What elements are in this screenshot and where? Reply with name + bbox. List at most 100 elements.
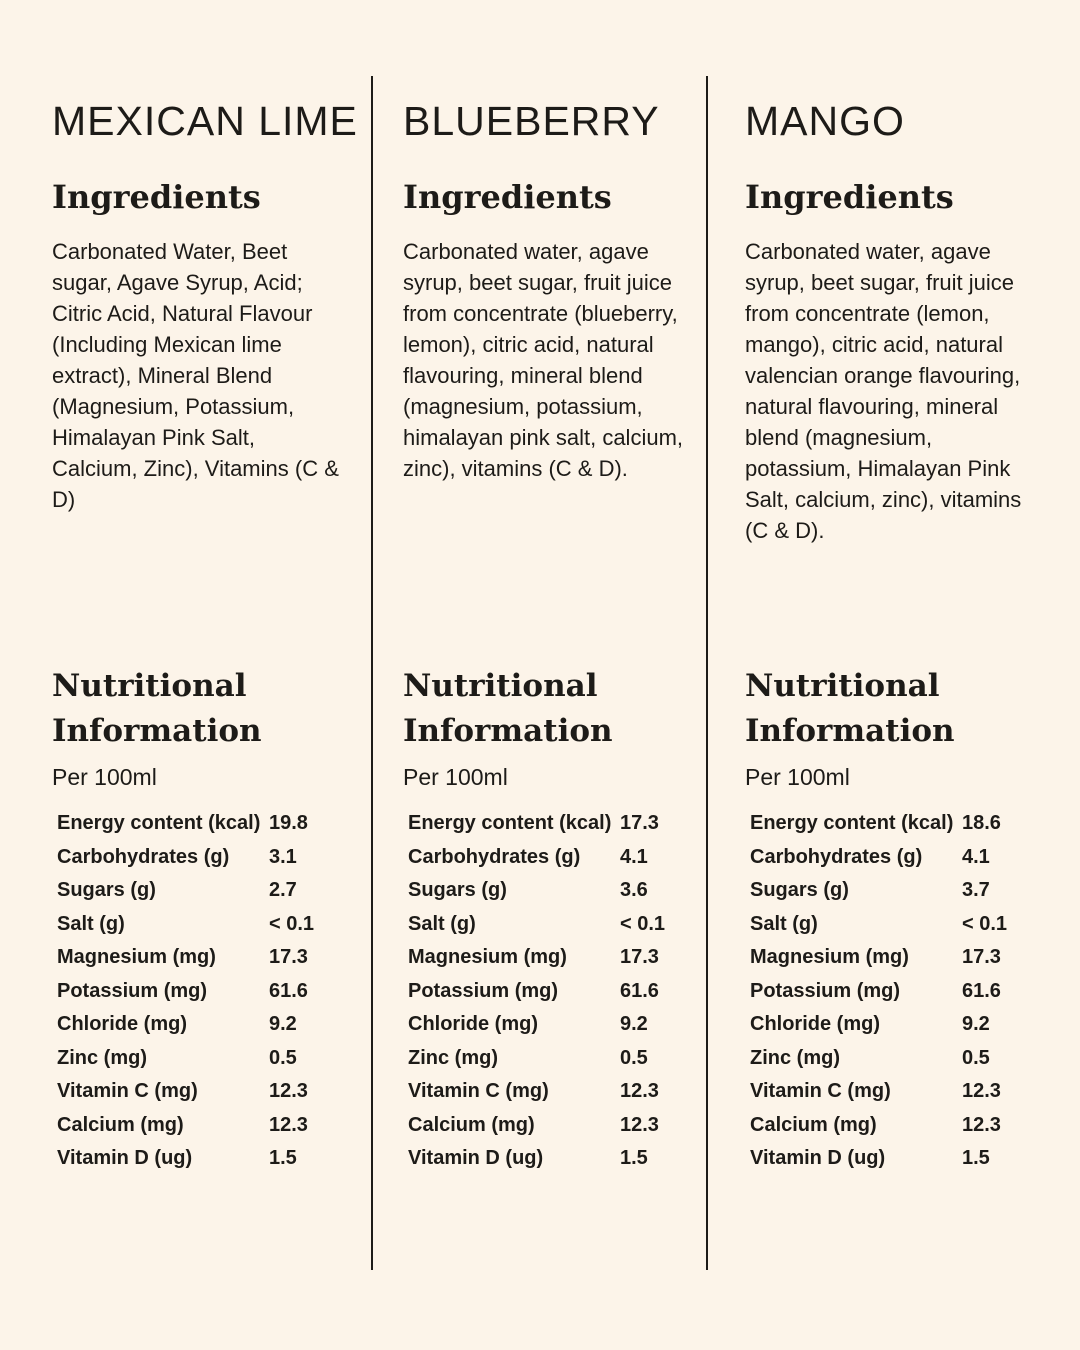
nutrition-row-label: Energy content (kcal) <box>408 812 612 834</box>
nutrition-table: Energy content (kcal) 17.3 Carbohydrates (… <box>408 812 695 1181</box>
nutrition-row: Carbohydrates (g) 4.1 <box>408 846 695 880</box>
column-divider-1 <box>371 76 373 1270</box>
ingredients-heading: Ingredients <box>745 178 954 216</box>
nutrition-row-value: 19.8 <box>269 812 308 834</box>
nutrition-table: Energy content (kcal) 19.8 Carbohydrates (… <box>57 812 344 1181</box>
nutrition-row-label: Energy content (kcal) <box>750 812 954 834</box>
nutrition-row-label: Calcium (mg) <box>57 1113 184 1136</box>
nutrition-row-label: Chloride (mg) <box>57 1013 187 1035</box>
column-blueberry: BLUEBERRY Ingredients Carbonated water, … <box>403 0 695 1350</box>
nutrition-row-value: 0.5 <box>962 1046 990 1069</box>
nutrition-row: Vitamin D (ug) 1.5 <box>408 1147 695 1181</box>
ingredients-text: Carbonated Water, Beet sugar, Agave Syru… <box>52 239 339 512</box>
nutrition-row-value: < 0.1 <box>620 912 666 935</box>
nutrition-row-label: Vitamin C (mg) <box>750 1080 891 1102</box>
nutrition-row: Magnesium (mg) 17.3 <box>750 946 1037 980</box>
nutrition-row-value: 4.1 <box>962 845 990 868</box>
nutrition-row: Vitamin D (ug) 1.5 <box>57 1147 344 1181</box>
nutrition-heading: Nutritional Information <box>403 668 613 749</box>
nutrition-row-value: 12.3 <box>269 1080 308 1102</box>
nutrition-row-label: Sugars (g) <box>750 879 849 901</box>
nutrition-row-value: 3.7 <box>962 879 990 901</box>
nutrition-row-value: 9.2 <box>620 1013 648 1035</box>
nutrition-row-label: Salt (g) <box>408 912 476 935</box>
nutrition-row: Calcium (mg) 12.3 <box>750 1114 1037 1148</box>
nutrition-row: Chloride (mg) 9.2 <box>750 1013 1037 1047</box>
nutrition-row-label: Salt (g) <box>750 912 818 935</box>
nutrition-row: Vitamin C (mg) 12.3 <box>57 1080 344 1114</box>
nutrition-row: Energy content (kcal) 19.8 <box>57 812 344 846</box>
nutrition-row-label: Vitamin D (ug) <box>57 1147 193 1169</box>
nutrition-row-label: Carbohydrates (g) <box>57 845 230 868</box>
nutrition-heading: Nutritional Information <box>745 668 955 749</box>
nutrition-row: Sugars (g) 2.7 <box>57 879 344 913</box>
per-100ml-label: Per 100ml <box>745 764 850 790</box>
nutrition-row: Vitamin C (mg) 12.3 <box>408 1080 695 1114</box>
nutrition-row-label: Calcium (mg) <box>408 1113 535 1136</box>
nutrition-row-label: Zinc (mg) <box>750 1046 840 1069</box>
nutrition-row: Salt (g) < 0.1 <box>750 913 1037 947</box>
nutrition-row-label: Magnesium (mg) <box>750 946 909 968</box>
nutrition-row-value: 0.5 <box>269 1046 297 1069</box>
nutrition-row-label: Zinc (mg) <box>57 1046 147 1069</box>
nutrition-row-value: < 0.1 <box>269 912 315 935</box>
flavor-title: MANGO <box>745 98 905 144</box>
nutrition-row-label: Sugars (g) <box>408 879 507 901</box>
nutrition-row-value: 3.1 <box>269 845 297 868</box>
column-divider-2 <box>706 76 708 1270</box>
nutrition-row-value: < 0.1 <box>962 912 1008 935</box>
ingredients-text: Carbonated water, agave syrup, beet suga… <box>745 239 1022 543</box>
nutrition-row-value: 0.5 <box>620 1046 648 1069</box>
nutrition-row-value: 9.2 <box>962 1013 990 1035</box>
nutrition-row: Sugars (g) 3.7 <box>750 879 1037 913</box>
nutrition-row-label: Sugars (g) <box>57 879 156 901</box>
nutrition-row-value: 12.3 <box>269 1113 308 1136</box>
nutrition-row-value: 9.2 <box>269 1013 297 1035</box>
per-100ml-label: Per 100ml <box>403 764 508 790</box>
nutrition-row-value: 4.1 <box>620 845 648 868</box>
nutrition-row: Salt (g) < 0.1 <box>408 913 695 947</box>
nutrition-row-value: 1.5 <box>620 1147 648 1169</box>
nutrition-row-value: 12.3 <box>620 1113 659 1136</box>
nutrition-row: Energy content (kcal) 18.6 <box>750 812 1037 846</box>
nutrition-row-label: Vitamin D (ug) <box>750 1147 886 1169</box>
nutrition-row: Sugars (g) 3.6 <box>408 879 695 913</box>
nutrition-row: Zinc (mg) 0.5 <box>57 1047 344 1081</box>
nutrition-row: Chloride (mg) 9.2 <box>57 1013 344 1047</box>
nutrition-row-value: 1.5 <box>269 1147 297 1169</box>
nutrition-row-label: Carbohydrates (g) <box>408 845 581 868</box>
nutrition-row: Vitamin C (mg) 12.3 <box>750 1080 1037 1114</box>
column-mango: MANGO Ingredients Carbonated water, agav… <box>745 0 1037 1350</box>
nutrition-row: Magnesium (mg) 17.3 <box>408 946 695 980</box>
nutrition-row-label: Energy content (kcal) <box>57 812 261 834</box>
nutrition-row-value: 12.3 <box>962 1080 1001 1102</box>
nutrition-row-label: Calcium (mg) <box>750 1113 877 1136</box>
nutrition-row-value: 1.5 <box>962 1147 990 1169</box>
nutrition-row-value: 61.6 <box>269 979 308 1002</box>
nutrition-row-value: 3.6 <box>620 879 648 901</box>
nutrition-row-label: Potassium (mg) <box>750 979 901 1002</box>
nutrition-row-label: Magnesium (mg) <box>57 946 216 968</box>
ingredients-heading: Ingredients <box>403 178 612 216</box>
nutrition-row-value: 17.3 <box>962 946 1001 968</box>
nutrition-row-value: 17.3 <box>620 812 659 834</box>
nutrition-row: Calcium (mg) 12.3 <box>408 1114 695 1148</box>
nutrition-table: Energy content (kcal) 18.6 Carbohydrates (… <box>750 812 1037 1181</box>
nutrition-row-label: Zinc (mg) <box>408 1046 498 1069</box>
nutrition-heading: Nutritional Information <box>52 668 262 749</box>
nutrition-row-label: Carbohydrates (g) <box>750 845 923 868</box>
nutrition-row: Vitamin D (ug) 1.5 <box>750 1147 1037 1181</box>
nutrition-row-label: Magnesium (mg) <box>408 946 567 968</box>
nutrition-row-label: Potassium (mg) <box>408 979 559 1002</box>
nutrition-row-label: Chloride (mg) <box>750 1013 880 1035</box>
nutrition-row: Potassium (mg) 61.6 <box>408 980 695 1014</box>
nutrition-row-value: 17.3 <box>620 946 659 968</box>
nutrition-row: Calcium (mg) 12.3 <box>57 1114 344 1148</box>
nutrition-row: Zinc (mg) 0.5 <box>750 1047 1037 1081</box>
nutrition-row-value: 61.6 <box>620 979 659 1002</box>
nutrition-row-label: Vitamin C (mg) <box>408 1080 549 1102</box>
nutrition-row: Potassium (mg) 61.6 <box>750 980 1037 1014</box>
column-mexican-lime: MEXICAN LIME Ingredients Carbonated Wate… <box>52 0 357 1350</box>
nutrition-row: Chloride (mg) 9.2 <box>408 1013 695 1047</box>
